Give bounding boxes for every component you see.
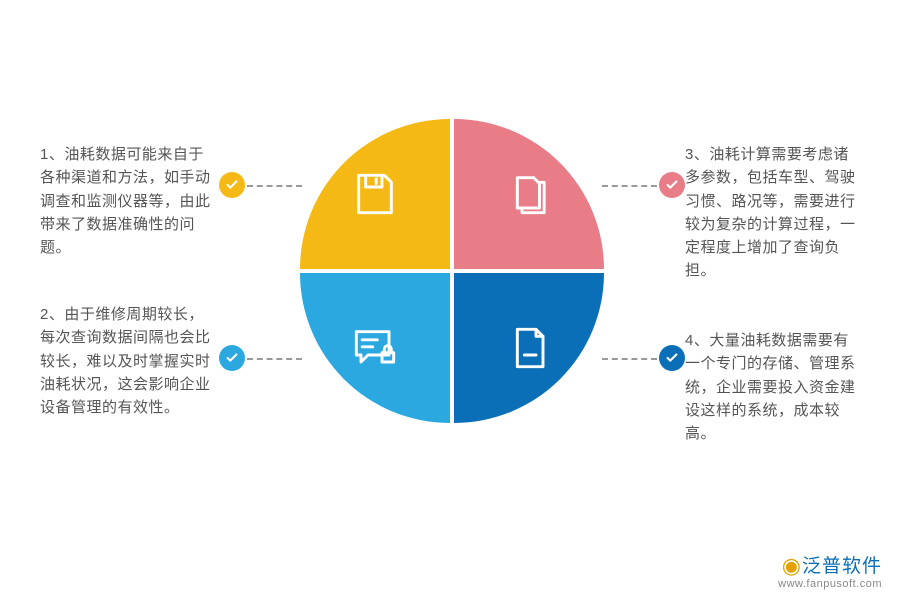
chat-lock-icon bbox=[347, 320, 403, 376]
connector-3 bbox=[602, 185, 657, 187]
petal-bottom-left bbox=[300, 273, 450, 423]
watermark: ◉泛普软件 www.fanpusoft.com bbox=[778, 554, 882, 590]
item-text-1: 1、油耗数据可能来自于各种渠道和方法，如手动调查和监测仪器等，由此带来了数据准确… bbox=[40, 143, 215, 259]
check-badge-3 bbox=[659, 172, 685, 198]
check-badge-2 bbox=[219, 345, 245, 371]
infographic-canvas: 1、油耗数据可能来自于各种渠道和方法，如手动调查和监测仪器等，由此带来了数据准确… bbox=[0, 0, 900, 600]
connector-2 bbox=[247, 358, 302, 360]
petal-top-right bbox=[454, 119, 604, 269]
watermark-url: www.fanpusoft.com bbox=[778, 578, 882, 590]
check-icon bbox=[225, 351, 239, 365]
item-text-2: 2、由于维修周期较长，每次查询数据间隔也会比较长，难以及时掌握实时油耗状况，这会… bbox=[40, 303, 215, 419]
connector-4 bbox=[602, 358, 657, 360]
check-badge-1 bbox=[219, 172, 245, 198]
check-icon bbox=[225, 178, 239, 192]
petal-top-left bbox=[300, 119, 450, 269]
watermark-brand: ◉泛普软件 bbox=[778, 554, 882, 578]
check-icon bbox=[665, 351, 679, 365]
item-text-3: 3、油耗计算需要考虑诸多参数，包括车型、驾驶习惯、路况等，需要进行较为复杂的计算… bbox=[685, 143, 860, 283]
check-badge-4 bbox=[659, 345, 685, 371]
connector-1 bbox=[247, 185, 302, 187]
documents-icon bbox=[501, 166, 557, 222]
watermark-brand-text: 泛普软件 bbox=[802, 556, 882, 577]
check-icon bbox=[665, 178, 679, 192]
petal-bottom-right bbox=[454, 273, 604, 423]
floppy-icon bbox=[347, 166, 403, 222]
item-text-4: 4、大量油耗数据需要有一个专门的存储、管理系统，企业需要投入资金建设这样的系统，… bbox=[685, 329, 860, 445]
page-fold-icon bbox=[501, 320, 557, 376]
